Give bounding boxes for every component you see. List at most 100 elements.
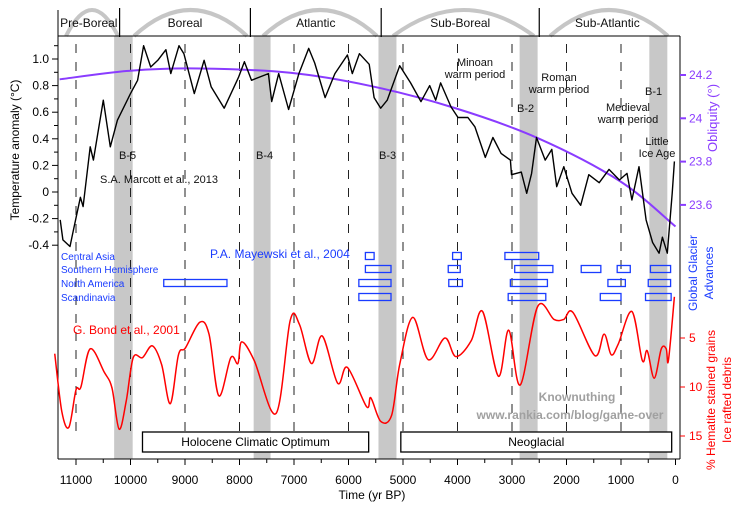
x-tick-label: 0 — [672, 473, 679, 487]
obliquity-tick-label: 24 — [689, 111, 703, 125]
glacier-advance-bar — [358, 278, 392, 288]
x-tick-label: 9000 — [172, 473, 199, 487]
bond-label-b3: B-3 — [379, 150, 396, 162]
bond-event-bands — [114, 36, 668, 459]
x-axis-title: Time (yr BP) — [339, 488, 406, 502]
period-label-atlantic: Atlantic — [296, 16, 335, 30]
obliquity-tick-label: 24.2 — [689, 68, 713, 82]
obliquity-series-line — [59, 67, 677, 228]
glacier-advance-bar — [358, 292, 392, 302]
glacier-advance-bar — [451, 251, 462, 261]
glacier-advance-bar — [580, 264, 602, 274]
glacier-row-label-north-america: North America — [61, 279, 125, 290]
glacier-advance-bar — [616, 264, 631, 274]
period-arch — [132, 8, 249, 38]
period-arch — [548, 8, 670, 38]
temperature-axis-title: Temperature anomaly (°C) — [8, 80, 22, 221]
marcott-source-label: S.A. Marcott et al., 2013 — [100, 174, 218, 186]
hematite-tick-label: 10 — [689, 380, 703, 394]
bond-label-b1: B-1 — [645, 86, 662, 98]
x-tick-label: 11000 — [60, 473, 93, 487]
obliquity-tick-label: 23.6 — [689, 198, 713, 212]
x-tick-label: 4000 — [444, 473, 471, 487]
bond-label-b5: B-5 — [119, 150, 136, 162]
glacier-advance-bar — [364, 251, 375, 261]
mayewski-source-label: P.A. Mayewski et al., 2004 — [210, 247, 350, 261]
axes: 11000 10000 9000 8000 7000 6000 5000 4000 3000 20… — [28, 36, 713, 487]
climate-intervals: Holocene Climatic Optimum Neoglacial — [141, 431, 673, 453]
glacier-row-label-central-asia: Central Asia — [61, 252, 115, 263]
annotations: B-5 B-4 B-3 B-2 B-1 S.A. Marcott et al.,… — [8, 57, 734, 502]
glacier-advance-bar — [607, 278, 627, 288]
glacier-advance-bar — [447, 264, 461, 274]
period-label-pre-boreal: Pre-Boreal — [60, 16, 117, 30]
glacier-advance-bar — [364, 264, 392, 274]
minoan-label-2: warm period — [444, 69, 506, 81]
watermark-name: Knownuthing — [539, 390, 616, 404]
glacier-advance-bar — [514, 264, 554, 274]
temp-tick-label: 0.6 — [32, 105, 49, 119]
bond-source-label: G. Bond et al., 2001 — [73, 323, 180, 337]
glacier-axis-title-2: Advances — [702, 247, 716, 300]
interval-box — [400, 431, 673, 453]
roman-label-2: warm period — [528, 84, 590, 96]
temp-tick-label: -0.2 — [28, 212, 49, 226]
x-tick-label: 8000 — [226, 473, 253, 487]
x-tick-label: 2000 — [553, 473, 580, 487]
obliquity-axis-title: Obliquity (°) — [705, 84, 720, 152]
minoan-label-1: Minoan — [457, 57, 493, 69]
hematite-axis-title-1: % Hematite stained grains — [704, 330, 718, 470]
lia-label-2: Ice Age — [639, 148, 676, 160]
period-label-sub-atlantic: Sub-Atlantic — [575, 16, 640, 30]
glacier-advance-bar — [644, 292, 672, 302]
temp-tick-label: 0.4 — [32, 132, 49, 146]
hematite-series-line — [54, 296, 676, 430]
x-tick-label: 10000 — [114, 473, 148, 487]
glacier-advances: Central Asia Southern Hemisphere North Ame… — [61, 251, 672, 304]
temp-tick-label: 0.8 — [32, 79, 49, 93]
bond-band-b-3 — [378, 36, 397, 459]
period-arch — [391, 8, 536, 38]
temp-tick-label: -0.4 — [28, 238, 49, 252]
glacier-row-label-scandinavia: Scandinavia — [61, 293, 116, 304]
bond-band-b-5 — [114, 36, 133, 459]
glacier-advance-bar — [504, 251, 540, 261]
temperature-series-line — [59, 45, 676, 254]
period-arch — [261, 8, 379, 38]
hematite-tick-label: 15 — [689, 429, 703, 443]
interval-box — [141, 431, 370, 453]
glacier-advance-bar — [507, 292, 547, 302]
x-tick-label: 1000 — [608, 473, 635, 487]
series — [54, 45, 677, 430]
bond-band-b-4 — [253, 36, 271, 459]
interval-label: Holocene Climatic Optimum — [181, 435, 330, 449]
period-label-boreal: Boreal — [168, 16, 203, 30]
interval-label: Neoglacial — [508, 435, 564, 449]
glacier-advance-bar — [509, 278, 549, 288]
x-tick-label: 5000 — [390, 473, 417, 487]
roman-label-1: Roman — [541, 72, 576, 84]
period-band: Pre-Boreal Boreal Atlantic Sub-Boreal Sub-At… — [57, 8, 680, 38]
obliquity-tick-label: 23.8 — [689, 155, 713, 169]
temp-tick-label: 1.0 — [32, 52, 49, 66]
x-tick-label: 3000 — [499, 473, 526, 487]
temp-tick-label: 0.2 — [32, 158, 49, 172]
glacier-row-label-southern-hemisphere: Southern Hemisphere — [61, 265, 159, 276]
medieval-label-2: warm period — [597, 114, 659, 126]
hematite-axis-title-2: Ice rafted debris — [720, 357, 734, 443]
period-label-sub-boreal: Sub-Boreal — [430, 16, 490, 30]
lia-label-1: Little — [645, 136, 668, 148]
period-arch — [64, 8, 120, 37]
hematite-tick-label: 5 — [689, 331, 696, 345]
glacier-axis-title-1: Global Glacier — [686, 235, 700, 311]
glacier-advance-bar — [649, 264, 672, 274]
glacier-advance-bar — [647, 278, 672, 288]
glacier-advance-bar — [599, 292, 622, 302]
dashed-gridlines — [75, 44, 622, 434]
bond-band-b-2 — [519, 36, 538, 459]
bond-label-b2: B-2 — [517, 103, 534, 115]
watermark-url: www.rankia.com/blog/game-over — [476, 408, 664, 422]
temp-tick-label: 0 — [42, 185, 49, 199]
x-tick-label: 7000 — [281, 473, 308, 487]
